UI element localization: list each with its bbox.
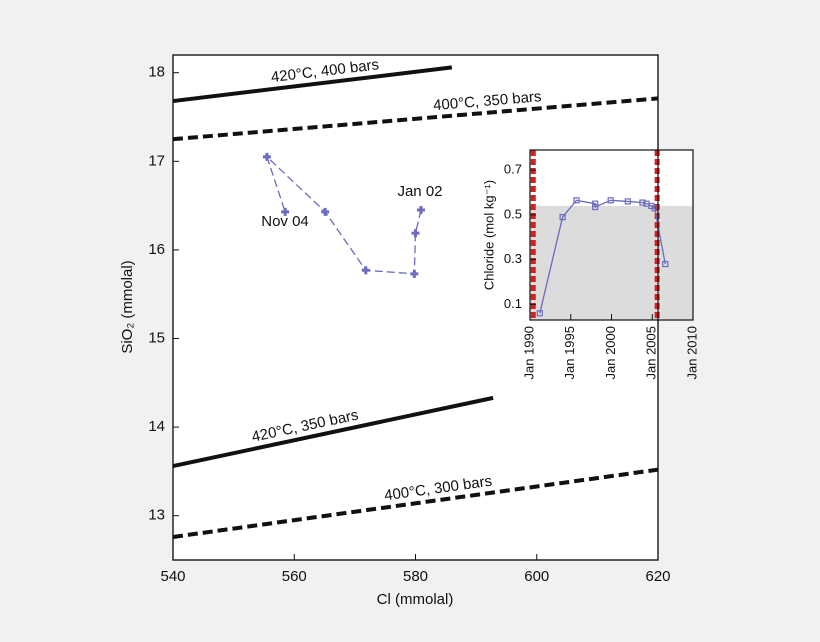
data-point	[321, 207, 330, 216]
x-tick-label: Jan 2000	[603, 326, 618, 380]
y-tick-label: 17	[148, 152, 165, 169]
inset-y-axis-label: Chloride (mol kg⁻¹)	[481, 180, 496, 290]
y-tick-label: 14	[148, 418, 165, 435]
x-tick-label: Jan 2010	[684, 326, 699, 380]
data-point	[410, 269, 419, 278]
x-tick-label: 600	[524, 568, 549, 585]
x-axis-label: Cl (mmolal)	[377, 591, 454, 608]
shaded-region	[530, 205, 693, 320]
data-point	[411, 229, 420, 238]
y-tick-label: 13	[148, 507, 165, 524]
data-point	[592, 200, 599, 207]
data-line	[172, 467, 659, 539]
y-tick-label: 15	[148, 329, 165, 346]
y-tick-label: 0.7	[504, 162, 522, 177]
data-point	[262, 152, 271, 161]
x-tick-label: 620	[645, 568, 670, 585]
y-axis-label: SiO₂ (mmolal)	[119, 260, 136, 353]
annotation: Nov 04	[261, 213, 309, 230]
data-point	[573, 197, 580, 204]
y-tick-label: 18	[148, 64, 165, 81]
data-point	[281, 207, 290, 216]
data-point	[536, 310, 543, 317]
data-point	[662, 260, 669, 268]
y-tick-label: 0.3	[504, 251, 522, 266]
x-tick-label: 580	[403, 568, 428, 585]
data-point	[639, 199, 646, 206]
inset: Chloride (mol kg⁻¹) Jan 1990 Jan 1995 Jan …	[481, 149, 699, 380]
y-tick-label: 0.5	[504, 206, 522, 221]
x-tick-label: Jan 1990	[521, 326, 536, 380]
y-tick-label: 16	[148, 241, 165, 258]
data-line	[172, 395, 494, 469]
x-tick-label: Jan 2005	[644, 326, 659, 380]
x-tick-label: 540	[160, 568, 185, 585]
annotation: Jan 02	[397, 183, 442, 200]
data-line	[172, 96, 659, 142]
data-point	[559, 214, 566, 221]
x-tick-label: Jan 1995	[562, 326, 577, 380]
data-line	[172, 65, 453, 104]
data-point	[592, 203, 599, 211]
data-point	[651, 205, 658, 212]
data-point	[624, 198, 631, 205]
data-point	[361, 266, 370, 275]
data-point	[607, 197, 614, 204]
y-tick-label: 0.1	[504, 296, 522, 311]
x-tick-label: 560	[282, 568, 307, 585]
data-point	[416, 206, 425, 215]
